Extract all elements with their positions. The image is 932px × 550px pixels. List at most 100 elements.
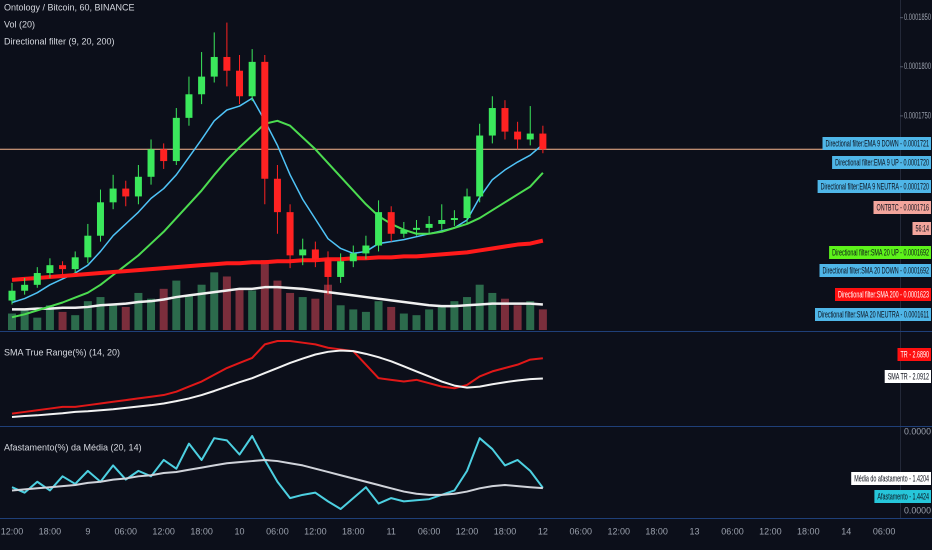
candle-body xyxy=(299,249,307,256)
candle-body xyxy=(59,265,67,270)
volume-bar xyxy=(222,276,231,330)
price-label-text: ONTBTC - 0.0001716 xyxy=(877,202,930,212)
volume-bar xyxy=(488,292,497,330)
candle-body xyxy=(286,212,294,256)
candle-body xyxy=(324,259,332,277)
volume-bar xyxy=(311,298,320,330)
volume-bar xyxy=(412,315,421,330)
pane-title: Directional filter (9, 20, 200) xyxy=(4,36,115,46)
volume-bar xyxy=(336,305,345,330)
axis-label: 0.0000 xyxy=(904,505,931,515)
volume-bar xyxy=(96,297,105,330)
candle-body xyxy=(21,284,29,291)
price-label-text: Directional filter:EMA 9 DOWN - 0.000172… xyxy=(826,138,930,148)
candle-body xyxy=(311,249,319,260)
volume-bar xyxy=(324,284,332,330)
volume-bar xyxy=(45,305,54,330)
candle-body xyxy=(438,220,446,224)
x-tick-label: 18:00 xyxy=(39,526,62,536)
volume-bar xyxy=(147,298,156,330)
x-tick-label: 06:00 xyxy=(418,526,441,536)
price-label-box xyxy=(835,288,931,301)
price-label-text: Directional filter:EMA 9 NEUTRA - 0.0001… xyxy=(821,181,929,191)
volume-bar xyxy=(526,301,535,330)
volume-bar xyxy=(374,301,383,330)
volume-bar xyxy=(500,298,509,330)
pane-title: Vol (20) xyxy=(4,19,35,29)
x-tick-label: 14 xyxy=(841,526,851,536)
pane-title: Ontology / Bitcoin, 60, BINANCE xyxy=(4,2,135,12)
price-label: SMA TR - 2.0912 xyxy=(884,370,931,383)
candle-body xyxy=(375,212,383,246)
candle-body xyxy=(185,94,193,118)
volume-bar xyxy=(58,311,67,330)
candle-body xyxy=(488,108,496,136)
indicator-line xyxy=(11,458,543,496)
price-label-box xyxy=(829,246,931,259)
volume-bar xyxy=(513,305,522,330)
x-tick-label: 12:00 xyxy=(152,526,175,536)
price-label-text: TR - 2.6890 xyxy=(901,349,930,359)
price-label-box xyxy=(897,348,931,361)
price-label-text: SMA TR - 2.0912 xyxy=(888,371,929,381)
candle-body xyxy=(539,133,547,150)
volume-bar xyxy=(109,305,118,330)
ma-line xyxy=(11,119,544,319)
price-label: Directional filter:SMA 20 NEUTRA - 0.000… xyxy=(815,308,931,321)
indicator-line xyxy=(11,340,543,415)
volume-bar xyxy=(235,288,244,330)
candle-body xyxy=(122,188,130,197)
volume-bar xyxy=(361,311,370,330)
candle-body xyxy=(71,257,79,270)
price-label-box xyxy=(851,472,931,485)
price-label-box xyxy=(873,201,931,214)
volume-bar xyxy=(172,280,181,330)
volume-bar xyxy=(273,280,282,330)
volume-bar xyxy=(83,301,92,330)
x-tick-label: 06:00 xyxy=(570,526,593,536)
x-tick-label: 12:00 xyxy=(304,526,327,536)
volume-bar xyxy=(425,309,434,330)
candle-body xyxy=(109,188,117,203)
price-label-text: Directional filter:SMA 200 - 0.0001623 xyxy=(838,289,929,299)
volume-bar xyxy=(399,313,408,330)
x-tick-label: 13 xyxy=(690,526,700,536)
volume-bar xyxy=(248,290,257,330)
candle-body xyxy=(236,70,244,97)
candle-body xyxy=(412,227,420,230)
volume-bar xyxy=(184,295,193,330)
pane-title: SMA True Range(%) (14, 20) xyxy=(4,347,120,357)
x-tick-label: 12:00 xyxy=(1,526,24,536)
x-tick-label: 06:00 xyxy=(114,526,137,536)
x-tick-label: 18:00 xyxy=(645,526,668,536)
candle-body xyxy=(476,135,484,197)
volume-bar xyxy=(286,292,295,330)
price-label: Directional filter:EMA 9 DOWN - 0.000172… xyxy=(822,137,931,150)
volume-bar xyxy=(159,288,168,330)
x-tick-label: 18:00 xyxy=(797,526,820,536)
y-tick-label: 0.0001850 xyxy=(904,12,931,22)
price-label-text: Directional filter:SMA 20 UP - 0.0001692 xyxy=(832,247,929,257)
x-tick-label: 12 xyxy=(538,526,548,536)
volume-bar xyxy=(260,260,269,330)
price-label-text: Afastamento - 1.4424 xyxy=(877,491,929,501)
x-tick-label: 11 xyxy=(387,526,396,536)
price-label-text: Directional filter:SMA 20 DOWN - 0.00016… xyxy=(823,265,930,275)
y-tick-label: 0.0001800 xyxy=(904,61,931,71)
candle-body xyxy=(96,202,104,236)
x-tick-label: 18:00 xyxy=(494,526,517,536)
volume-bar xyxy=(210,272,219,330)
candle-body xyxy=(198,76,206,95)
price-label: Média do afastamento - 1.4204 xyxy=(851,472,931,485)
candle-body xyxy=(248,61,256,97)
candle-body xyxy=(33,273,41,285)
price-label-box xyxy=(817,180,931,193)
volume-bar xyxy=(298,297,307,330)
price-label-box xyxy=(815,308,931,321)
candle-body xyxy=(514,131,522,140)
x-tick-label: 9 xyxy=(85,526,90,536)
candle-body xyxy=(387,212,395,234)
volume-bar xyxy=(387,306,396,330)
